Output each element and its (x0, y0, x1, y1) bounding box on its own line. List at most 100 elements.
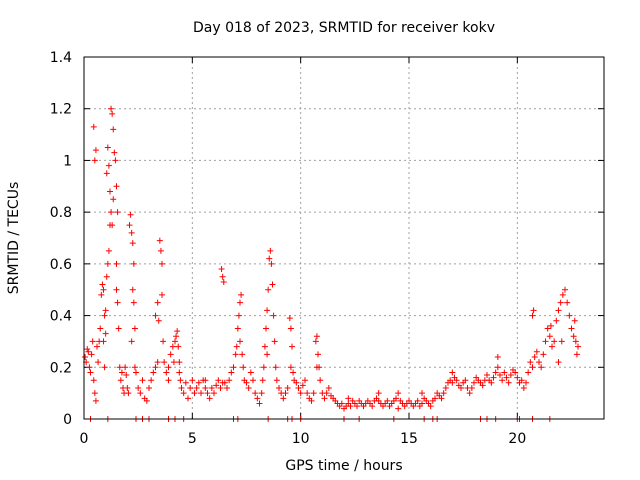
data-point (551, 338, 558, 345)
data-point (286, 315, 293, 322)
data-point (109, 110, 116, 117)
data-point (427, 403, 434, 410)
data-point (323, 390, 330, 397)
data-point (176, 369, 183, 376)
data-point (94, 343, 100, 350)
data-point (101, 312, 108, 319)
data-point (103, 273, 110, 280)
data-point (113, 260, 120, 267)
data-point (101, 364, 108, 371)
y-tick-label: 0.8 (50, 205, 72, 221)
y-tick-label: 0.2 (50, 360, 72, 376)
data-point (202, 384, 209, 391)
data-point (284, 384, 291, 391)
data-point (99, 281, 106, 288)
data-point (484, 372, 490, 379)
data-point (206, 395, 213, 402)
data-point (146, 384, 152, 391)
data-point (110, 126, 117, 133)
data-point (159, 291, 165, 298)
data-point (512, 369, 519, 376)
data-point (118, 369, 125, 376)
data-point (108, 209, 115, 216)
data-point (449, 369, 456, 376)
data-point (479, 382, 486, 389)
data-point (238, 291, 245, 298)
data-point (310, 390, 317, 397)
data-point (525, 369, 532, 376)
x-tick-label: 10 (292, 431, 310, 447)
data-point (449, 379, 456, 386)
data-point (224, 384, 230, 391)
data-point (154, 299, 161, 306)
data-point (304, 390, 311, 397)
data-point (116, 364, 123, 371)
data-point (86, 364, 93, 371)
data-point (313, 364, 320, 371)
data-point (297, 390, 304, 397)
data-point (113, 286, 120, 293)
y-tick-label: 0.6 (50, 257, 72, 273)
data-point (280, 395, 287, 402)
data-point (160, 338, 167, 345)
data-point (189, 377, 196, 384)
data-point (90, 123, 97, 130)
data-point (107, 222, 113, 229)
data-point (261, 343, 268, 350)
data-point (250, 377, 256, 384)
data-point (191, 390, 198, 397)
data-point (88, 351, 95, 358)
data-point (529, 312, 536, 319)
data-point (111, 149, 118, 156)
data-point (325, 384, 332, 391)
data-point (230, 364, 237, 371)
data-point (105, 247, 112, 254)
data-point (293, 379, 300, 386)
data-point (232, 351, 239, 358)
x-axis-label: GPS time / hours (285, 458, 402, 474)
data-point (233, 343, 240, 350)
data-point (384, 397, 391, 404)
data-point (129, 286, 136, 293)
data-point (544, 325, 551, 332)
data-point (499, 377, 506, 384)
data-point (570, 333, 577, 340)
data-point (287, 364, 294, 371)
data-point (440, 390, 447, 397)
data-point (157, 247, 164, 254)
data-point (91, 390, 98, 397)
data-point (345, 395, 352, 402)
data-point (302, 377, 308, 384)
data-point (313, 333, 320, 340)
data-point (287, 325, 294, 332)
y-tick-label: 1 (63, 153, 72, 169)
data-point (112, 157, 119, 164)
data-point (533, 348, 540, 355)
y-tick-label: 1.4 (50, 50, 72, 66)
data-point (505, 379, 512, 386)
data-point (110, 196, 117, 203)
data-point (289, 343, 295, 350)
data-point (266, 255, 273, 262)
data-point (375, 390, 382, 397)
data-point (538, 364, 545, 371)
data-point (87, 369, 94, 376)
data-point (243, 379, 250, 386)
data-point (180, 390, 187, 397)
data-point (104, 144, 111, 151)
data-point (240, 364, 247, 371)
data-point (369, 403, 376, 410)
data-point (92, 147, 99, 154)
data-point (520, 384, 527, 391)
data-point (453, 377, 460, 384)
data-point (170, 359, 177, 366)
data-point (295, 384, 302, 391)
data-point (235, 312, 242, 319)
data-point (572, 338, 579, 345)
data-point (529, 364, 536, 371)
data-point (114, 299, 121, 306)
data-point (264, 351, 271, 358)
data-point (267, 247, 274, 254)
data-point (237, 338, 243, 345)
data-point (234, 325, 241, 332)
